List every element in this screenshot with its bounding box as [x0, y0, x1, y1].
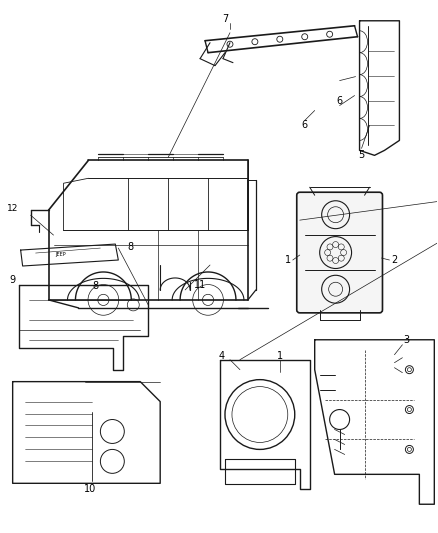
Text: 1: 1	[277, 351, 283, 361]
Text: 10: 10	[84, 484, 96, 494]
Text: 1: 1	[285, 255, 291, 265]
Text: 8: 8	[127, 242, 133, 252]
Text: 9: 9	[10, 275, 16, 285]
Text: 2: 2	[391, 255, 398, 265]
Text: JEEP: JEEP	[55, 252, 66, 256]
Text: 8: 8	[92, 281, 99, 291]
Text: 7: 7	[222, 14, 228, 24]
Text: 11: 11	[194, 280, 206, 290]
FancyBboxPatch shape	[297, 192, 382, 313]
Text: 6: 6	[302, 120, 308, 131]
Text: 6: 6	[336, 95, 343, 106]
Text: 5: 5	[358, 150, 365, 160]
Text: 3: 3	[403, 335, 410, 345]
Text: 12: 12	[7, 204, 19, 213]
Text: 4: 4	[219, 351, 225, 361]
